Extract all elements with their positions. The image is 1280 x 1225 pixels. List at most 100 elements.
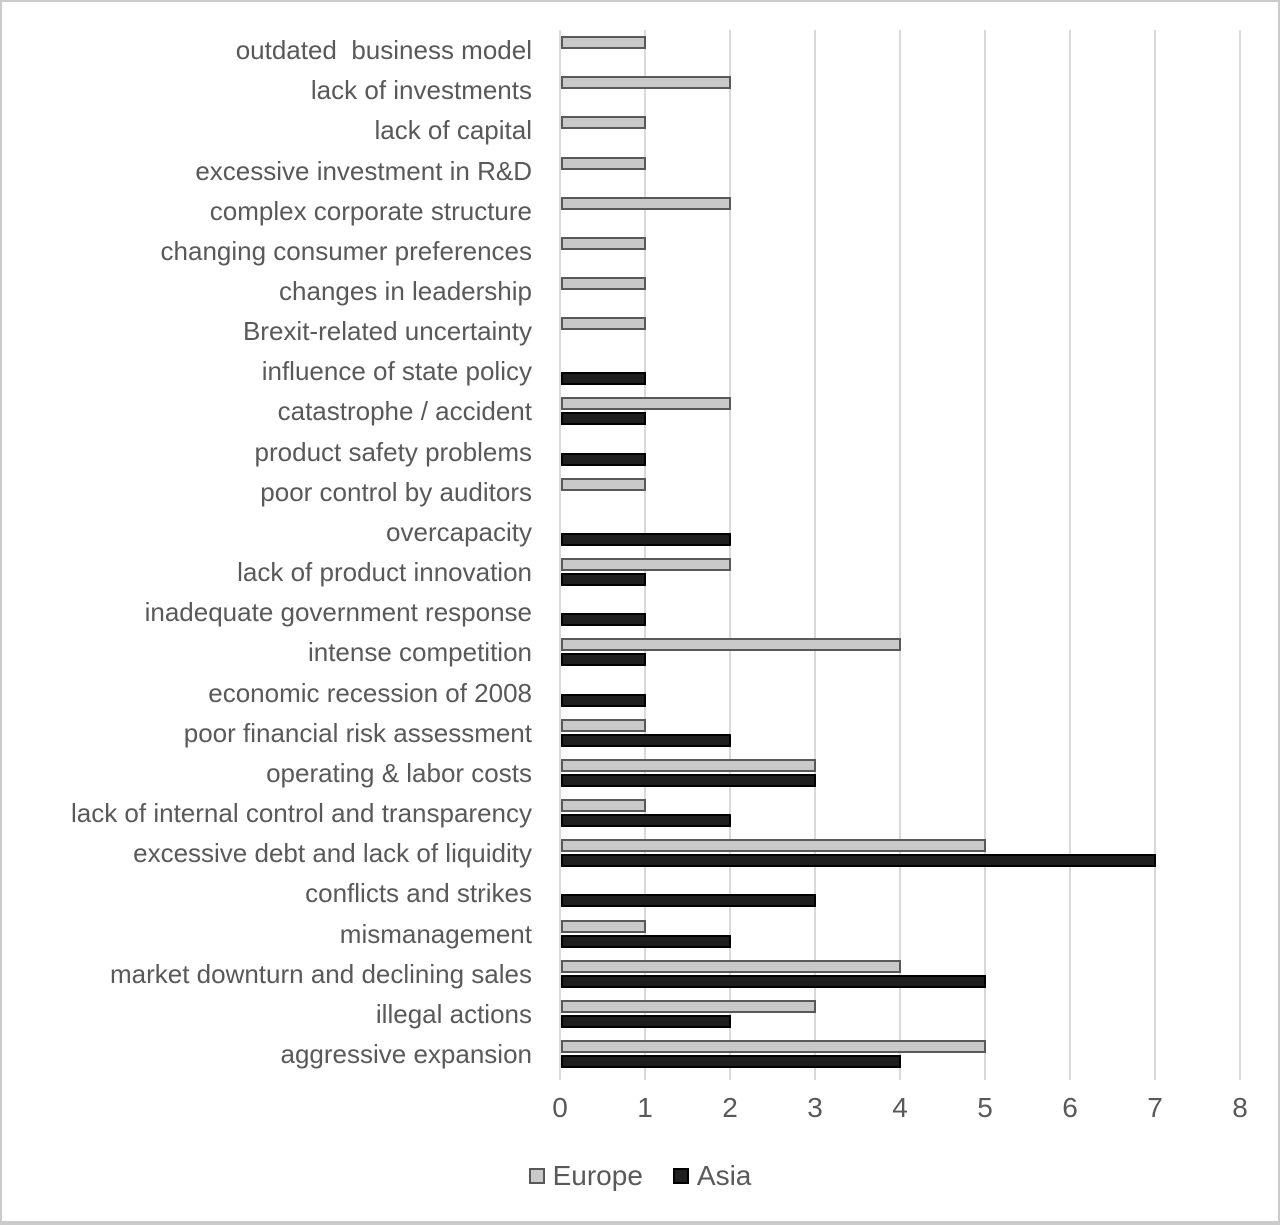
category-label: lack of product innovation — [237, 557, 532, 588]
category-label: operating & labor costs — [266, 757, 532, 788]
asia-bar — [561, 532, 731, 546]
x-tick-label: 4 — [892, 1092, 908, 1123]
bar-group — [561, 833, 1243, 873]
europe-bar — [561, 919, 646, 933]
category-label: outdated business model — [235, 35, 532, 66]
chart-row: catastrophe / accident — [2, 391, 1243, 431]
europe-bar — [561, 718, 646, 732]
europe-bar — [561, 36, 646, 50]
legend-item-asia: Asia — [672, 1160, 752, 1191]
plot-area — [559, 30, 1241, 1080]
bar-group — [561, 311, 1243, 351]
chart-row: complex corporate structure — [2, 191, 1243, 231]
x-tick-label: 8 — [1232, 1092, 1248, 1123]
category-label: catastrophe / accident — [277, 396, 532, 427]
chart-row: overcapacity — [2, 512, 1243, 552]
europe-bar — [561, 1039, 986, 1053]
asia-bar — [561, 412, 646, 426]
europe-bar — [561, 76, 731, 90]
chart-row: lack of investments — [2, 70, 1243, 110]
x-tick-label: 2 — [722, 1092, 738, 1123]
chart-row: Brexit-related uncertainty — [2, 311, 1243, 351]
chart-row: intense competition — [2, 632, 1243, 672]
europe-bar — [561, 558, 731, 572]
bar-group — [561, 391, 1243, 431]
asia-bar — [561, 814, 731, 828]
category-label: changes in leadership — [279, 276, 532, 307]
chart-row: poor financial risk assessment — [2, 713, 1243, 753]
europe-bar — [561, 799, 646, 813]
asia-bar — [561, 573, 646, 587]
x-tick-label: 6 — [1062, 1092, 1078, 1123]
gridline — [729, 30, 731, 1080]
x-tick-label: 5 — [977, 1092, 993, 1123]
category-label: mismanagement — [339, 918, 532, 949]
legend: Europe Asia — [2, 1162, 1278, 1190]
europe-bar — [561, 317, 646, 331]
chart-row: changes in leadership — [2, 271, 1243, 311]
europe-bar — [561, 959, 901, 973]
europe-bar — [561, 839, 986, 853]
category-label: poor financial risk assessment — [183, 717, 532, 748]
europe-bar — [561, 477, 646, 491]
chart-row: lack of product innovation — [2, 552, 1243, 592]
chart-row: excessive debt and lack of liquidity — [2, 833, 1243, 873]
chart-row: lack of capital — [2, 110, 1243, 150]
bar-group — [561, 753, 1243, 793]
asia-bar — [561, 693, 646, 707]
chart-row: conflicts and strikes — [2, 873, 1243, 913]
europe-bar — [561, 196, 731, 210]
x-tick-label: 3 — [807, 1092, 823, 1123]
x-tick-label: 1 — [637, 1092, 653, 1123]
bar-group — [561, 552, 1243, 592]
bar-group — [561, 432, 1243, 472]
bar-group — [561, 150, 1243, 190]
europe-bar — [561, 277, 646, 291]
bar-group — [561, 673, 1243, 713]
bar-group — [561, 231, 1243, 271]
asia-bar — [561, 773, 816, 787]
asia-bar — [561, 733, 731, 747]
category-label: market downturn and declining sales — [109, 958, 532, 989]
asia-bar — [561, 974, 986, 988]
chart-row: outdated business model — [2, 30, 1243, 70]
category-label: overcapacity — [386, 516, 532, 547]
bar-group — [561, 1034, 1243, 1074]
legend-item-europe: Europe — [528, 1160, 643, 1191]
bar-group — [561, 351, 1243, 391]
x-tick-label: 7 — [1147, 1092, 1163, 1123]
gridline — [1239, 30, 1241, 1080]
category-label: aggressive expansion — [280, 1038, 533, 1069]
asia-bar — [561, 372, 646, 386]
chart-row: aggressive expansion — [2, 1034, 1243, 1074]
chart-row: mismanagement — [2, 913, 1243, 953]
category-label: lack of investments — [310, 75, 532, 106]
gridline — [814, 30, 816, 1080]
legend-label: Europe — [552, 1160, 643, 1191]
europe-bar — [561, 758, 816, 772]
category-label: product safety problems — [254, 436, 532, 467]
europe-bar — [561, 397, 731, 411]
gridline — [559, 30, 561, 1080]
bar-group — [561, 110, 1243, 150]
bar-group — [561, 994, 1243, 1034]
europe-bar — [561, 638, 901, 652]
bar-group — [561, 713, 1243, 753]
europe-bar — [561, 156, 646, 170]
bar-group — [561, 793, 1243, 833]
europe-bar — [561, 236, 646, 250]
gridline — [899, 30, 901, 1080]
category-label: excessive debt and lack of liquidity — [133, 838, 532, 869]
category-label: influence of state policy — [261, 356, 532, 387]
asia-bar — [561, 894, 816, 908]
category-label: poor control by auditors — [260, 476, 532, 507]
category-label: changing consumer preferences — [160, 235, 532, 266]
x-tick-label: 0 — [552, 1092, 568, 1123]
category-label: lack of capital — [374, 115, 532, 146]
europe-bar — [561, 999, 816, 1013]
x-axis: 0 1 2 3 4 5 6 7 8 — [552, 1092, 1248, 1130]
category-label: illegal actions — [375, 998, 532, 1029]
asia-bar — [561, 1014, 731, 1028]
legend-label: Asia — [696, 1160, 752, 1191]
chart-row: economic recession of 2008 — [2, 673, 1243, 713]
